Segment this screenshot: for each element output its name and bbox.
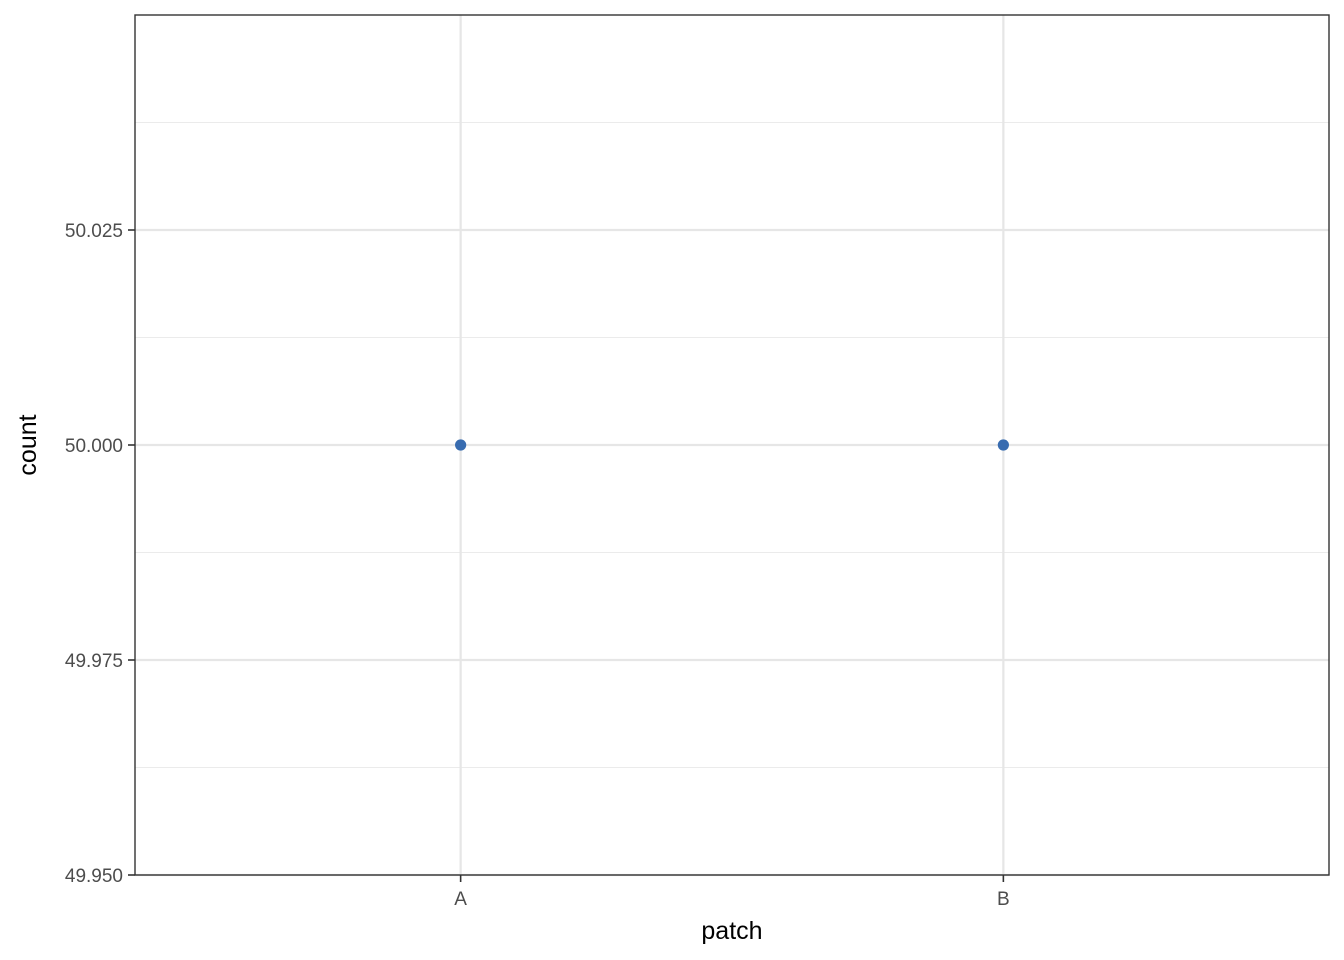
x-tick-label: A — [454, 889, 467, 910]
y-tick-label: 50.025 — [65, 221, 123, 242]
y-axis-title: count — [14, 414, 42, 475]
minor-gridlines — [135, 121, 1329, 769]
y-tick-label: 49.975 — [65, 651, 123, 672]
x-axis-title: patch — [701, 917, 762, 945]
y-tick-label: 49.950 — [65, 866, 123, 887]
data-point — [455, 439, 467, 451]
data-point — [997, 439, 1009, 451]
data-points — [455, 439, 1009, 451]
y-tick-label: 50.000 — [65, 436, 123, 457]
x-tick-label: B — [997, 889, 1010, 910]
y-axis: 49.950 49.975 50.000 50.025 — [65, 221, 135, 887]
